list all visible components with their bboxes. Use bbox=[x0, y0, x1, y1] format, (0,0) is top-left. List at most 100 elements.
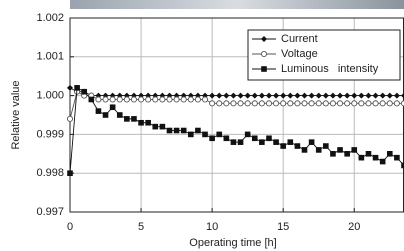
data-point bbox=[337, 147, 343, 153]
data-point bbox=[380, 93, 386, 99]
data-point bbox=[146, 97, 151, 102]
data-point bbox=[216, 132, 222, 138]
data-point bbox=[259, 101, 264, 106]
data-point bbox=[266, 93, 272, 99]
data-point bbox=[152, 124, 158, 130]
data-point bbox=[138, 97, 143, 102]
data-point bbox=[358, 93, 364, 99]
data-point bbox=[281, 101, 286, 106]
data-point bbox=[117, 112, 123, 118]
data-point bbox=[245, 101, 250, 106]
data-point bbox=[224, 101, 229, 106]
data-point bbox=[280, 143, 286, 149]
data-point bbox=[394, 93, 400, 99]
data-point bbox=[266, 135, 272, 141]
legend-label: Voltage bbox=[281, 48, 318, 60]
data-point bbox=[366, 151, 372, 157]
data-point bbox=[202, 97, 207, 102]
data-point bbox=[273, 93, 279, 99]
legend-label: Current bbox=[281, 33, 318, 45]
data-point bbox=[344, 93, 350, 99]
chart: Operating time [h] Relative value 0.9970… bbox=[0, 0, 404, 251]
data-point bbox=[96, 108, 102, 114]
data-point bbox=[188, 132, 194, 138]
data-point bbox=[266, 101, 271, 106]
data-point bbox=[245, 93, 251, 99]
y-tick-label: 1.001 bbox=[36, 51, 64, 63]
data-point bbox=[131, 97, 136, 102]
data-point bbox=[224, 135, 230, 141]
data-point bbox=[316, 147, 322, 153]
y-tick-label: 0.998 bbox=[36, 167, 64, 179]
data-point bbox=[217, 101, 222, 106]
data-point bbox=[309, 93, 315, 99]
data-point bbox=[365, 93, 371, 99]
x-tick-label: 15 bbox=[277, 221, 289, 233]
data-point bbox=[323, 143, 329, 149]
data-point bbox=[209, 135, 215, 141]
data-point bbox=[359, 101, 364, 106]
data-point bbox=[174, 97, 179, 102]
data-point bbox=[259, 139, 265, 145]
data-point bbox=[380, 159, 386, 165]
x-tick-label: 20 bbox=[348, 221, 360, 233]
data-point bbox=[81, 89, 87, 95]
data-point bbox=[110, 97, 115, 102]
data-point bbox=[337, 101, 342, 106]
legend-marker bbox=[261, 51, 266, 56]
photo-strip bbox=[70, 0, 404, 9]
data-point bbox=[330, 151, 336, 157]
data-point bbox=[117, 97, 122, 102]
data-point bbox=[373, 93, 379, 99]
data-point bbox=[273, 139, 279, 145]
data-point bbox=[124, 97, 129, 102]
data-point bbox=[138, 120, 144, 126]
data-point bbox=[238, 139, 244, 145]
data-point bbox=[96, 97, 101, 102]
data-point bbox=[394, 101, 399, 106]
data-point bbox=[330, 93, 336, 99]
data-point bbox=[351, 147, 357, 153]
data-point bbox=[387, 93, 393, 99]
data-point bbox=[323, 101, 328, 106]
data-point bbox=[394, 155, 400, 161]
data-point bbox=[103, 97, 108, 102]
y-tick-label: 1.002 bbox=[36, 12, 64, 24]
data-point bbox=[295, 143, 301, 149]
data-point bbox=[153, 97, 158, 102]
data-point bbox=[195, 97, 200, 102]
data-point bbox=[195, 128, 201, 134]
data-point bbox=[273, 101, 278, 106]
data-point bbox=[209, 93, 215, 99]
x-tick-label: 5 bbox=[138, 221, 144, 233]
data-point bbox=[344, 151, 350, 157]
data-point bbox=[252, 101, 257, 106]
data-point bbox=[373, 101, 378, 106]
data-point bbox=[174, 128, 180, 134]
data-point bbox=[160, 124, 166, 130]
data-point bbox=[252, 93, 258, 99]
legend-label: Luminous intensity bbox=[281, 63, 379, 75]
data-point bbox=[295, 101, 300, 106]
data-point bbox=[366, 101, 371, 106]
data-point bbox=[67, 85, 73, 91]
data-point bbox=[181, 128, 187, 134]
data-point bbox=[110, 104, 116, 110]
data-point bbox=[323, 93, 329, 99]
data-point bbox=[380, 101, 385, 106]
y-tick-label: 0.999 bbox=[36, 128, 64, 140]
data-point bbox=[387, 101, 392, 106]
data-point bbox=[231, 139, 237, 145]
data-point bbox=[302, 93, 308, 99]
data-point bbox=[181, 97, 186, 102]
data-point bbox=[309, 139, 315, 145]
data-point bbox=[238, 93, 244, 99]
data-point bbox=[373, 155, 379, 161]
data-point bbox=[210, 101, 215, 106]
data-point bbox=[302, 147, 308, 153]
data-point bbox=[238, 101, 243, 106]
data-point bbox=[259, 93, 265, 99]
page: {"chart_data": {"type": "line", "x_label… bbox=[0, 0, 404, 251]
data-point bbox=[167, 128, 173, 134]
data-point bbox=[309, 101, 314, 106]
